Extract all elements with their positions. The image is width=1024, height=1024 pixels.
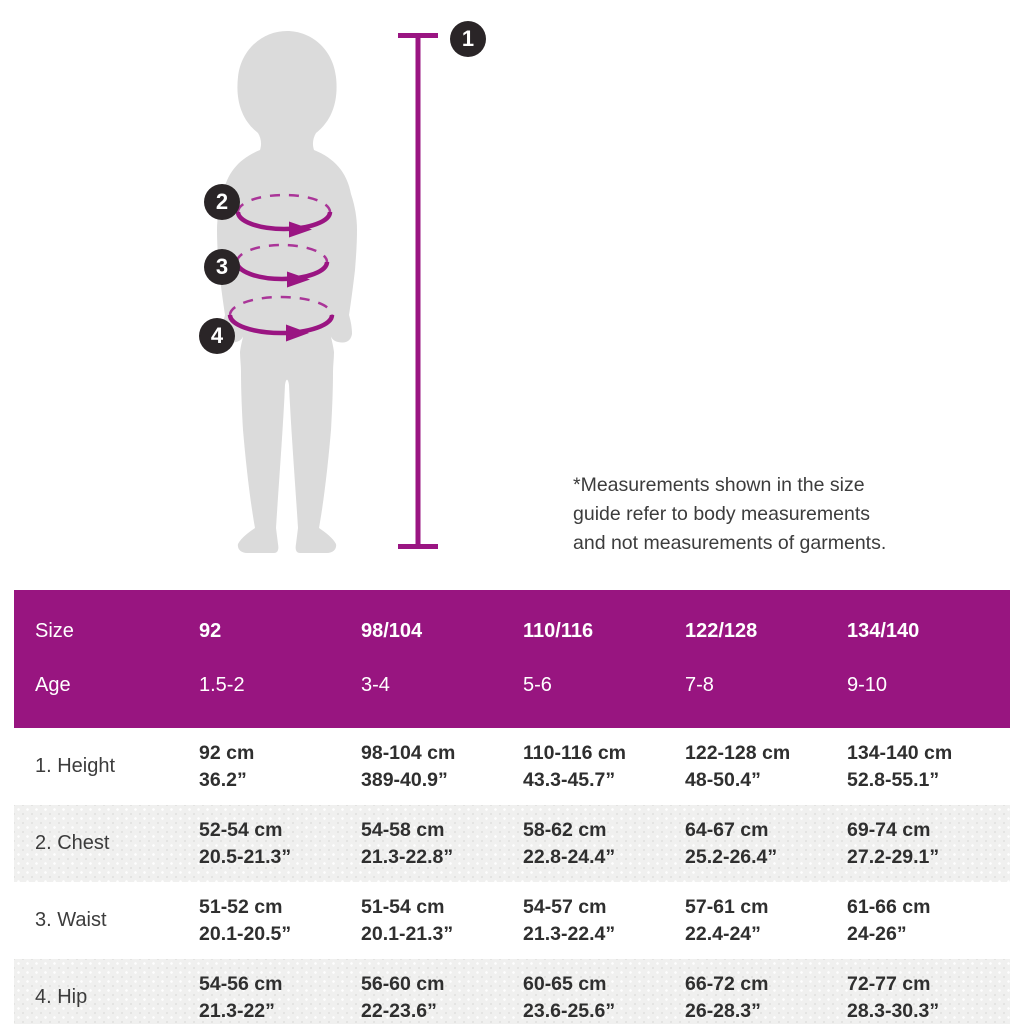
age-label: Age xyxy=(35,673,71,696)
row-label: 2. Chest xyxy=(35,832,110,854)
row-label: 3. Waist xyxy=(35,909,107,931)
hip-122-128: 66-72 cm 26-28.3” xyxy=(685,972,769,1022)
row-label: 1. Height xyxy=(35,755,116,777)
size-value: 122/128 xyxy=(685,619,758,642)
height-92: 92 cm 36.2” xyxy=(199,741,255,791)
hip-110-116: 60-65 cm 23.6-25.6” xyxy=(523,972,616,1022)
size-table: Size 92 98/104 110/116 122/128 134/140 A… xyxy=(14,590,1010,1024)
hip-circumference-arrow xyxy=(227,295,335,342)
size-value: 92 xyxy=(199,619,222,642)
height-122-128: 122-128 cm 48-50.4” xyxy=(685,741,791,791)
table-row-waist: 3. Waist 51-52 cm 20.1-20.5” 51-54 cm 20.1… xyxy=(14,882,1010,959)
row-label: 4. Hip xyxy=(35,986,88,1008)
age-value: 3-4 xyxy=(361,673,390,696)
waist-98-104: 51-54 cm 20.1-21.3” xyxy=(361,895,454,945)
height-110-116: 110-116 cm 43.3-45.7” xyxy=(523,741,627,791)
chest-110-116: 58-62 cm 22.8-24.4” xyxy=(523,818,616,868)
chest-134-140: 69-74 cm 27.2-29.1” xyxy=(847,818,940,868)
waist-122-128: 57-61 cm 22.4-24” xyxy=(685,895,769,945)
waist-134-140: 61-66 cm 24-26” xyxy=(847,895,931,945)
marker-4-hip: 4 xyxy=(199,318,235,354)
chest-98-104: 54-58 cm 21.3-22.8” xyxy=(361,818,454,868)
age-value: 9-10 xyxy=(847,673,888,696)
height-134-140: 134-140 cm 52.8-55.1” xyxy=(847,741,953,791)
table-row-hip: 4. Hip 54-56 cm 21.3-22” 56-60 cm 22-23.6”… xyxy=(14,959,1010,1024)
chest-122-128: 64-67 cm 25.2-26.4” xyxy=(685,818,778,868)
size-value: 134/140 xyxy=(847,619,920,642)
marker-3-waist: 3 xyxy=(204,249,240,285)
marker-1-height: 1 xyxy=(450,21,486,57)
age-value: 5-6 xyxy=(523,673,552,696)
child-silhouette xyxy=(217,31,357,553)
hip-134-140: 72-77 cm 28.3-30.3” xyxy=(847,972,940,1022)
age-header-row: Age 1.5-2 3-4 5-6 7-8 9-10 xyxy=(14,658,1010,712)
hip-92: 54-56 cm 21.3-22” xyxy=(199,972,283,1022)
disclaimer-line-3: and not measurements of garments. xyxy=(573,532,887,554)
waist-92: 51-52 cm 20.1-20.5” xyxy=(199,895,292,945)
size-header-row: Size 92 98/104 110/116 122/128 134/140 xyxy=(14,604,1010,658)
size-table-header: Size 92 98/104 110/116 122/128 134/140 A… xyxy=(14,590,1010,728)
table-row-chest: 2. Chest 52-54 cm 20.5-21.3” 54-58 cm 21.3… xyxy=(14,805,1010,882)
measurement-disclaimer: *Measurements shown in the size guide re… xyxy=(573,471,973,558)
size-label: Size xyxy=(35,619,74,642)
table-row-height: 1. Height 92 cm 36.2” 98-104 cm 389-40.9” … xyxy=(14,728,1010,805)
chest-92: 52-54 cm 20.5-21.3” xyxy=(199,818,292,868)
disclaimer-line-2: guide refer to body measurements xyxy=(573,503,870,525)
waist-110-116: 54-57 cm 21.3-22.4” xyxy=(523,895,616,945)
hip-98-104: 56-60 cm 22-23.6” xyxy=(361,972,445,1022)
marker-2-chest: 2 xyxy=(204,184,240,220)
chest-circumference-arrow xyxy=(235,193,333,238)
age-value: 1.5-2 xyxy=(199,673,245,696)
size-value: 110/116 xyxy=(523,619,594,642)
size-value: 98/104 xyxy=(361,619,423,642)
body-measurement-diagram xyxy=(217,31,438,553)
age-value: 7-8 xyxy=(685,673,714,696)
disclaimer-line-1: *Measurements shown in the size xyxy=(573,474,865,496)
height-98-104: 98-104 cm 389-40.9” xyxy=(361,741,456,791)
waist-circumference-arrow xyxy=(234,243,330,288)
height-measure-line xyxy=(398,33,438,549)
